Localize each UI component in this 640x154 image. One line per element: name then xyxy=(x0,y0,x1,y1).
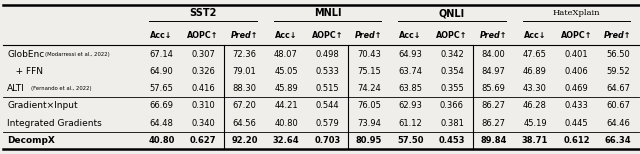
Text: 0.342: 0.342 xyxy=(440,50,464,59)
Text: Pred↑: Pred↑ xyxy=(480,31,508,40)
Text: 0.533: 0.533 xyxy=(316,67,339,76)
Text: 0.354: 0.354 xyxy=(440,67,464,76)
Text: Acc↓: Acc↓ xyxy=(399,31,422,40)
Text: ALTI: ALTI xyxy=(7,84,25,93)
Text: AOPC↑: AOPC↑ xyxy=(561,31,592,40)
Text: 0.310: 0.310 xyxy=(191,101,215,110)
Text: 47.65: 47.65 xyxy=(523,50,547,59)
Text: 76.05: 76.05 xyxy=(357,101,381,110)
Text: 45.05: 45.05 xyxy=(274,67,298,76)
Text: SST2: SST2 xyxy=(189,8,217,18)
Text: 61.12: 61.12 xyxy=(399,119,422,128)
Text: 89.84: 89.84 xyxy=(480,136,507,145)
Text: 63.74: 63.74 xyxy=(399,67,422,76)
Text: 0.307: 0.307 xyxy=(191,50,215,59)
Text: AOPC↑: AOPC↑ xyxy=(312,31,343,40)
Text: 67.20: 67.20 xyxy=(232,101,257,110)
Text: 0.340: 0.340 xyxy=(191,119,215,128)
Text: 80.95: 80.95 xyxy=(356,136,382,145)
Text: 0.627: 0.627 xyxy=(190,136,216,145)
Text: 0.703: 0.703 xyxy=(314,136,340,145)
Text: 84.00: 84.00 xyxy=(482,50,506,59)
Text: Acc↓: Acc↓ xyxy=(275,31,297,40)
Text: 44.21: 44.21 xyxy=(274,101,298,110)
Text: 0.326: 0.326 xyxy=(191,67,215,76)
Text: 48.07: 48.07 xyxy=(274,50,298,59)
Text: DecompX: DecompX xyxy=(7,136,55,145)
Text: 0.381: 0.381 xyxy=(440,119,464,128)
Text: 73.94: 73.94 xyxy=(357,119,381,128)
Text: 66.69: 66.69 xyxy=(150,101,173,110)
Text: 0.445: 0.445 xyxy=(564,119,588,128)
Text: Pred↑: Pred↑ xyxy=(355,31,383,40)
Text: 0.406: 0.406 xyxy=(564,67,588,76)
Text: 84.97: 84.97 xyxy=(481,67,506,76)
Text: 62.93: 62.93 xyxy=(399,101,422,110)
Text: 74.24: 74.24 xyxy=(357,84,381,93)
Text: 0.469: 0.469 xyxy=(564,84,588,93)
Text: (Fernando et al., 2022): (Fernando et al., 2022) xyxy=(31,86,92,91)
Text: 38.71: 38.71 xyxy=(522,136,548,145)
Text: 86.27: 86.27 xyxy=(481,101,506,110)
Text: 0.416: 0.416 xyxy=(191,84,215,93)
Text: MNLI: MNLI xyxy=(314,8,341,18)
Text: 85.69: 85.69 xyxy=(481,84,506,93)
Text: 0.355: 0.355 xyxy=(440,84,464,93)
Text: 0.433: 0.433 xyxy=(564,101,588,110)
Text: 57.50: 57.50 xyxy=(397,136,424,145)
Text: (Modarressi et al., 2022): (Modarressi et al., 2022) xyxy=(45,52,109,57)
Text: 64.93: 64.93 xyxy=(399,50,422,59)
Text: 32.64: 32.64 xyxy=(273,136,300,145)
Text: 0.612: 0.612 xyxy=(563,136,590,145)
Text: 92.20: 92.20 xyxy=(231,136,258,145)
Text: 79.01: 79.01 xyxy=(233,67,257,76)
Text: 60.67: 60.67 xyxy=(606,101,630,110)
Text: 56.50: 56.50 xyxy=(606,50,630,59)
Text: 64.67: 64.67 xyxy=(606,84,630,93)
Text: 66.34: 66.34 xyxy=(605,136,631,145)
Text: 0.544: 0.544 xyxy=(316,101,339,110)
Text: Acc↓: Acc↓ xyxy=(524,31,546,40)
Text: 88.30: 88.30 xyxy=(232,84,257,93)
Text: Gradient×Input: Gradient×Input xyxy=(7,101,77,110)
Text: + FFN: + FFN xyxy=(7,67,43,76)
Text: 40.80: 40.80 xyxy=(274,119,298,128)
Text: 0.453: 0.453 xyxy=(439,136,465,145)
Text: GlobEnc: GlobEnc xyxy=(7,50,44,59)
Text: 45.19: 45.19 xyxy=(523,119,547,128)
Text: 0.401: 0.401 xyxy=(564,50,588,59)
Text: 72.36: 72.36 xyxy=(232,50,257,59)
Text: HateXplain: HateXplain xyxy=(553,10,600,17)
Text: Pred↑: Pred↑ xyxy=(231,31,259,40)
Text: Integrated Gradients: Integrated Gradients xyxy=(7,119,102,128)
Text: 57.65: 57.65 xyxy=(150,84,173,93)
Text: 64.90: 64.90 xyxy=(150,67,173,76)
Text: 59.52: 59.52 xyxy=(606,67,630,76)
Text: Acc↓: Acc↓ xyxy=(150,31,173,40)
Text: 63.85: 63.85 xyxy=(399,84,422,93)
Text: 75.15: 75.15 xyxy=(357,67,381,76)
Text: 0.515: 0.515 xyxy=(316,84,339,93)
Text: 46.89: 46.89 xyxy=(523,67,547,76)
Text: 0.579: 0.579 xyxy=(316,119,339,128)
Text: 0.366: 0.366 xyxy=(440,101,464,110)
Text: 64.56: 64.56 xyxy=(232,119,257,128)
Text: Pred↑: Pred↑ xyxy=(604,31,632,40)
Text: AOPC↑: AOPC↑ xyxy=(188,31,219,40)
Text: 86.27: 86.27 xyxy=(481,119,506,128)
Text: QNLI: QNLI xyxy=(439,8,465,18)
Text: 40.80: 40.80 xyxy=(148,136,175,145)
Text: 64.46: 64.46 xyxy=(606,119,630,128)
Text: 43.30: 43.30 xyxy=(523,84,547,93)
Text: 70.43: 70.43 xyxy=(357,50,381,59)
Text: 45.89: 45.89 xyxy=(274,84,298,93)
Text: 64.48: 64.48 xyxy=(150,119,173,128)
Text: 46.28: 46.28 xyxy=(523,101,547,110)
Text: 0.498: 0.498 xyxy=(316,50,339,59)
Text: AOPC↑: AOPC↑ xyxy=(436,31,468,40)
Text: 67.14: 67.14 xyxy=(150,50,173,59)
